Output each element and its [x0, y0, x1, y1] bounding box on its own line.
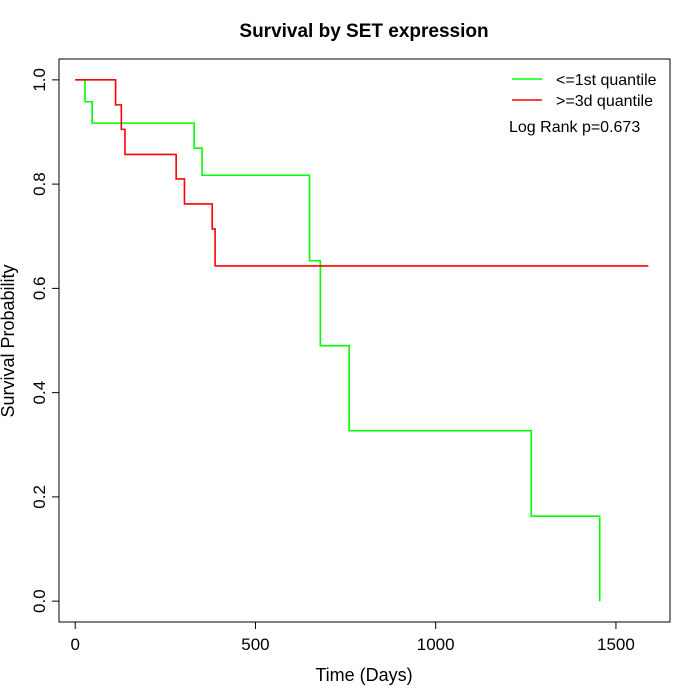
y-tick-label: 1.0 — [30, 68, 49, 92]
x-tick-label: 500 — [241, 635, 269, 654]
x-axis: 0 500 1000 1500 — [70, 622, 635, 654]
legend: <=1st quantile >=3d quantile — [512, 72, 657, 110]
x-tick-label: 1000 — [417, 635, 455, 654]
series-group — [75, 79, 649, 602]
legend-entry-0: <=1st quantile — [556, 72, 657, 89]
y-tick-label: 0.8 — [30, 172, 49, 196]
x-tick-label: 1500 — [597, 635, 635, 654]
y-tick-label: 0.0 — [30, 589, 49, 613]
log-rank-annotation: Log Rank p=0.673 — [509, 119, 640, 136]
series-line-0 — [75, 79, 601, 602]
series-line-1 — [75, 79, 649, 267]
chart-title: Survival by SET expression — [239, 21, 488, 42]
y-tick-label: 0.2 — [30, 485, 49, 509]
y-axis: 0.0 0.2 0.4 0.6 0.8 1.0 — [30, 68, 59, 613]
x-tick-label: 0 — [70, 635, 79, 654]
x-axis-label: Time (Days) — [315, 665, 412, 685]
y-tick-label: 0.4 — [30, 381, 49, 405]
legend-entry-1: >=3d quantile — [556, 93, 653, 110]
plot-area-frame — [58, 58, 671, 623]
y-tick-label: 0.6 — [30, 277, 49, 301]
y-axis-label: Survival Probability — [0, 264, 18, 417]
